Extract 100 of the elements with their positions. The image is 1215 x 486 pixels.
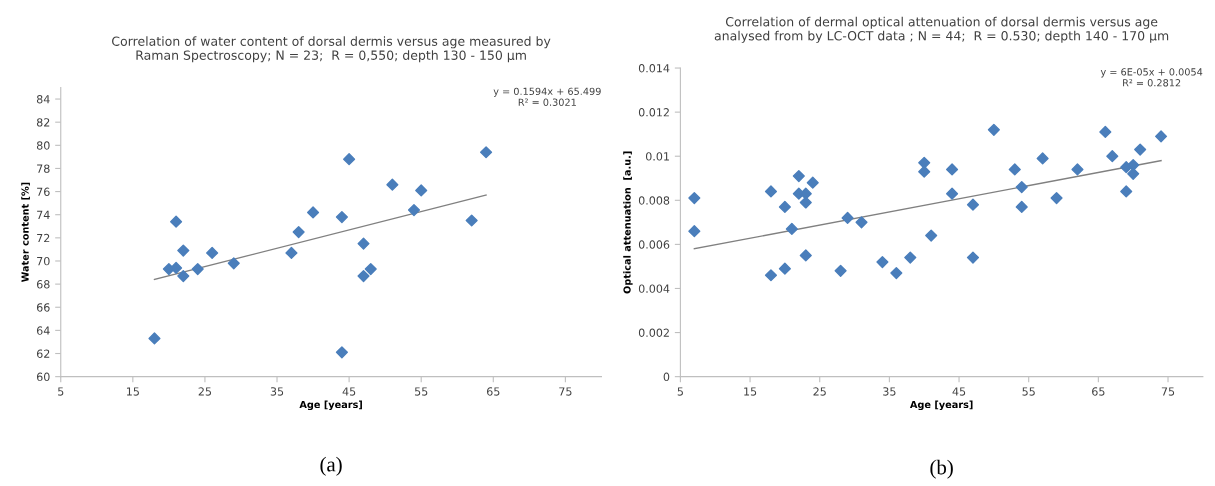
point <box>806 176 819 189</box>
y-tick-label: 60 <box>36 372 50 382</box>
y-tick-label: 0.002 <box>638 328 669 337</box>
point <box>764 269 778 282</box>
point <box>918 156 931 169</box>
point <box>407 204 421 217</box>
y-tick-label: 66 <box>36 303 50 312</box>
y-tick-label: 78 <box>37 164 50 173</box>
x-tick-label: 35 <box>883 387 896 396</box>
point <box>1015 200 1028 213</box>
point <box>335 210 348 224</box>
point <box>306 206 320 219</box>
point <box>778 200 791 213</box>
point <box>855 216 868 229</box>
point <box>1008 163 1021 176</box>
point <box>1050 192 1063 205</box>
x-tick-label: 15 <box>126 387 139 396</box>
y-tick-label: 74 <box>37 210 50 219</box>
point <box>386 178 399 191</box>
y-tick-label: 76 <box>37 187 50 196</box>
point <box>945 187 959 200</box>
chart-title: Correlation of dermal optical attenuation of dorsal dermis versus age analysed from by LC-OCT data ; N = 44; R = 0.530; depth 140 - 170 µm <box>714 16 1169 43</box>
point <box>292 225 305 239</box>
x-axis-title: Age [years] <box>909 400 973 411</box>
text: (a) <box>320 456 342 476</box>
point <box>987 123 1000 136</box>
annotation: y = 6E-05x + 0.0054 R² = 0.2812 <box>1100 68 1203 87</box>
point <box>148 332 161 345</box>
x-axis-title: Age [years] <box>299 400 362 411</box>
point <box>465 214 478 227</box>
y-tick-label: 0.01 <box>645 152 669 161</box>
y-tick-label: 68 <box>36 280 50 289</box>
y-tick-label: 0 <box>663 372 670 382</box>
point <box>945 163 959 176</box>
point <box>925 229 938 242</box>
point <box>904 251 917 264</box>
point <box>688 192 701 205</box>
point <box>170 215 183 228</box>
y-tick-label: 0.008 <box>638 196 670 205</box>
point <box>778 262 791 275</box>
annotation: y = 0.1594x + 65.499 R² = 0.3021 <box>493 87 601 106</box>
point <box>357 237 370 250</box>
y-axis-title: Optical attenuation [a.u.] <box>623 151 633 294</box>
point <box>966 251 980 264</box>
y-tick-label: 0.006 <box>638 240 670 249</box>
point <box>966 198 980 211</box>
point <box>206 246 219 259</box>
point <box>876 255 889 269</box>
point <box>834 264 847 277</box>
point <box>1134 143 1147 156</box>
x-tick-label: 5 <box>58 387 64 396</box>
point <box>1127 158 1140 172</box>
point <box>1154 130 1168 143</box>
chart-title: Correlation of water content of dorsal dermis versus age measured by Raman Spectroscopy; N = 23; R = 0,550; depth 130 - 150 µm <box>112 36 551 63</box>
y-tick-label: 70 <box>37 256 50 266</box>
point <box>335 346 348 359</box>
point <box>1106 150 1119 163</box>
x-tick-label: 65 <box>487 387 500 396</box>
x-tick-label: 15 <box>744 387 757 396</box>
y-tick-label: 80 <box>36 141 50 150</box>
point <box>415 184 428 197</box>
y-tick-label: 84 <box>36 95 50 104</box>
y-tick-label: 82 <box>36 118 50 127</box>
y-tick-label: 72 <box>37 233 50 243</box>
y-tick-label: 62 <box>36 349 50 358</box>
y-axis-title: Water content [%] <box>21 182 30 283</box>
point <box>343 153 356 166</box>
point <box>688 225 701 238</box>
point <box>285 246 298 259</box>
point <box>227 257 240 270</box>
x-tick-label: 45 <box>342 387 356 396</box>
x-tick-label: 35 <box>270 387 284 396</box>
text: (b) <box>930 459 953 479</box>
x-tick-label: 25 <box>813 387 826 396</box>
point <box>764 185 778 198</box>
point <box>364 263 377 276</box>
point <box>1099 125 1112 139</box>
x-tick-label: 45 <box>952 387 966 396</box>
y-tick-label: 0.012 <box>638 108 669 117</box>
y-tick-label: 64 <box>36 326 50 335</box>
point <box>191 263 204 276</box>
point <box>1015 181 1028 194</box>
point <box>785 222 798 236</box>
x-tick-label: 65 <box>1092 387 1105 396</box>
point <box>357 269 370 283</box>
point <box>1120 185 1133 198</box>
point <box>841 211 854 225</box>
x-tick-label: 75 <box>1161 387 1175 396</box>
point <box>1036 152 1049 165</box>
point <box>792 169 805 183</box>
x-tick-label: 55 <box>414 387 428 396</box>
point <box>799 249 812 262</box>
x-tick-label: 75 <box>559 387 572 396</box>
point <box>1071 163 1084 176</box>
point <box>480 146 493 159</box>
x-tick-label: 25 <box>198 387 212 396</box>
point <box>177 269 190 283</box>
point <box>890 266 903 280</box>
y-tick-label: 0.014 <box>638 64 670 73</box>
y-tick-label: 0.004 <box>638 284 670 293</box>
